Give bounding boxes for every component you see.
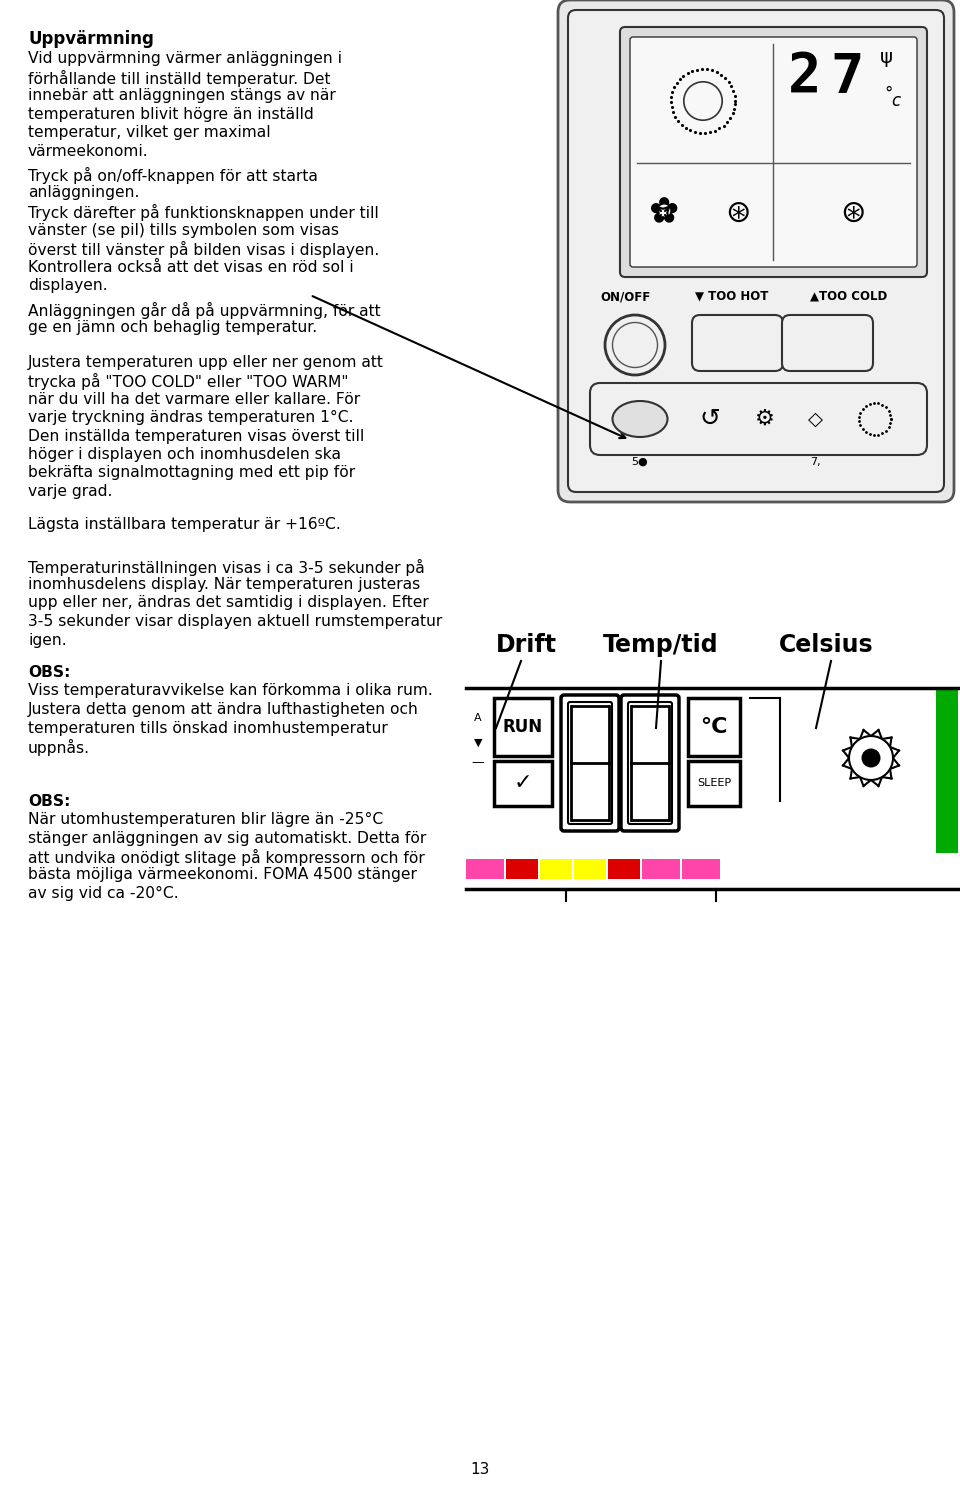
Text: ge en jämn och behaglig temperatur.: ge en jämn och behaglig temperatur. [28, 321, 317, 335]
Text: Drift: Drift [495, 634, 557, 658]
FancyBboxPatch shape [494, 698, 552, 756]
Text: inomhusdelens display. När temperaturen justeras: inomhusdelens display. När temperaturen … [28, 577, 420, 592]
Text: ✿: ✿ [648, 195, 678, 230]
FancyBboxPatch shape [561, 695, 619, 830]
Text: Anläggningen går då på uppvärmning, för att: Anläggningen går då på uppvärmning, för … [28, 301, 380, 319]
FancyBboxPatch shape [692, 315, 783, 371]
FancyBboxPatch shape [620, 27, 927, 277]
Text: Temperaturinställningen visas i ca 3-5 sekunder på: Temperaturinställningen visas i ca 3-5 s… [28, 559, 424, 576]
Text: 5●: 5● [632, 458, 648, 467]
Text: ⊛: ⊛ [725, 198, 751, 228]
Text: höger i displayen och inomhusdelen ska: höger i displayen och inomhusdelen ska [28, 447, 341, 462]
Text: ↺: ↺ [700, 407, 721, 431]
Circle shape [612, 322, 658, 367]
FancyBboxPatch shape [494, 760, 552, 807]
Text: Kontrollera också att det visas en röd sol i: Kontrollera också att det visas en röd s… [28, 259, 353, 274]
Bar [608, 859, 640, 880]
FancyBboxPatch shape [568, 702, 612, 825]
Text: av sig vid ca -20°C.: av sig vid ca -20°C. [28, 886, 179, 901]
Text: ◇: ◇ [807, 410, 823, 428]
Circle shape [849, 737, 893, 780]
Text: Uppvärmning: Uppvärmning [28, 30, 154, 48]
Text: Temp/tid: Temp/tid [603, 634, 719, 658]
Text: Den inställda temperaturen visas överst till: Den inställda temperaturen visas överst … [28, 428, 364, 443]
Text: OBS:: OBS: [28, 793, 70, 808]
FancyBboxPatch shape [568, 10, 944, 492]
Text: c: c [892, 92, 900, 110]
Text: temperaturen tills önskad inomhustemperatur: temperaturen tills önskad inomhustempera… [28, 720, 388, 735]
FancyBboxPatch shape [628, 702, 672, 825]
Text: varje grad.: varje grad. [28, 485, 112, 499]
Text: trycka på "TOO COLD" eller "TOO WARM": trycka på "TOO COLD" eller "TOO WARM" [28, 373, 348, 391]
Text: ψ: ψ [879, 48, 893, 67]
Text: ON/OFF: ON/OFF [600, 291, 650, 303]
Text: 3-5 sekunder visar displayen aktuell rumstemperatur: 3-5 sekunder visar displayen aktuell rum… [28, 614, 443, 629]
Text: 2: 2 [788, 51, 822, 103]
Text: ⚙: ⚙ [755, 409, 775, 429]
Text: ✓: ✓ [514, 772, 532, 793]
FancyBboxPatch shape [688, 760, 740, 807]
Text: bekräfta signalmottagning med ett pip för: bekräfta signalmottagning med ett pip fö… [28, 465, 355, 480]
FancyBboxPatch shape [936, 687, 958, 853]
Text: igen.: igen. [28, 632, 66, 647]
Text: bästa möjliga värmeekonomi. FOMA 4500 stänger: bästa möjliga värmeekonomi. FOMA 4500 st… [28, 868, 417, 883]
Text: Viss temperaturavvikelse kan förkomma i olika rum.: Viss temperaturavvikelse kan förkomma i … [28, 683, 433, 698]
Text: uppnås.: uppnås. [28, 740, 90, 756]
Circle shape [605, 315, 665, 376]
Text: SLEEP: SLEEP [697, 778, 732, 789]
FancyBboxPatch shape [558, 0, 954, 502]
Text: A: A [474, 713, 482, 723]
Text: ▲TOO COLD: ▲TOO COLD [810, 291, 887, 303]
Bar [574, 859, 606, 880]
Bar [642, 859, 680, 880]
Text: displayen.: displayen. [28, 277, 108, 294]
Text: innebär att anläggningen stängs av när: innebär att anläggningen stängs av när [28, 88, 336, 103]
Text: Justera detta genom att ändra lufthastigheten och: Justera detta genom att ändra lufthastig… [28, 702, 419, 717]
Text: att undvika onödigt slitage på kompressorn och för: att undvika onödigt slitage på kompresso… [28, 848, 424, 866]
FancyBboxPatch shape [590, 383, 927, 455]
FancyBboxPatch shape [630, 37, 917, 267]
FancyBboxPatch shape [782, 315, 873, 371]
FancyBboxPatch shape [688, 698, 740, 756]
Text: överst till vänster på bilden visas i displayen.: överst till vänster på bilden visas i di… [28, 242, 379, 258]
Text: 7,: 7, [809, 458, 820, 467]
Text: anläggningen.: anläggningen. [28, 185, 139, 200]
Text: när du vill ha det varmare eller kallare. För: när du vill ha det varmare eller kallare… [28, 392, 360, 407]
Circle shape [862, 748, 879, 766]
Text: ▼: ▼ [473, 738, 482, 748]
Bar [540, 859, 572, 880]
Text: °C: °C [700, 717, 728, 737]
Text: RUN: RUN [503, 719, 543, 737]
Text: 13: 13 [470, 1463, 490, 1478]
Text: Lägsta inställbara temperatur är +16ºC.: Lägsta inställbara temperatur är +16ºC. [28, 516, 341, 531]
Text: ▼ TOO HOT: ▼ TOO HOT [695, 291, 768, 303]
Text: Justera temperaturen upp eller ner genom att: Justera temperaturen upp eller ner genom… [28, 355, 384, 370]
Text: stänger anläggningen av sig automatiskt. Detta för: stänger anläggningen av sig automatiskt.… [28, 830, 426, 845]
Bar [682, 859, 720, 880]
Text: förhållande till inställd temperatur. Det: förhållande till inställd temperatur. De… [28, 70, 330, 86]
Text: temperatur, vilket ger maximal: temperatur, vilket ger maximal [28, 125, 271, 140]
Text: upp eller ner, ändras det samtidig i displayen. Efter: upp eller ner, ändras det samtidig i dis… [28, 595, 429, 610]
Circle shape [684, 82, 722, 121]
Bar [466, 859, 504, 880]
Text: Tryck på on/off-knappen för att starta: Tryck på on/off-knappen för att starta [28, 167, 318, 183]
Text: Celsius: Celsius [779, 634, 874, 658]
Text: Tryck därefter på funktionsknappen under till: Tryck därefter på funktionsknappen under… [28, 204, 379, 221]
Text: °: ° [885, 85, 893, 103]
Text: —: — [471, 756, 484, 769]
Text: ⊛: ⊛ [840, 198, 866, 228]
Text: temperaturen blivit högre än inställd: temperaturen blivit högre än inställd [28, 106, 314, 121]
Ellipse shape [612, 401, 667, 437]
Text: Vid uppvärmning värmer anläggningen i: Vid uppvärmning värmer anläggningen i [28, 51, 342, 66]
Text: OBS:: OBS: [28, 665, 70, 680]
Bar [506, 859, 538, 880]
Text: vänster (se pil) tills symbolen som visas: vänster (se pil) tills symbolen som visa… [28, 222, 339, 237]
Text: 7: 7 [830, 51, 863, 103]
Text: varje tryckning ändras temperaturen 1°C.: varje tryckning ändras temperaturen 1°C. [28, 410, 353, 425]
Text: värmeekonomi.: värmeekonomi. [28, 143, 149, 158]
Text: När utomhustemperaturen blir lägre än -25°C: När utomhustemperaturen blir lägre än -2… [28, 813, 383, 828]
FancyBboxPatch shape [621, 695, 679, 830]
